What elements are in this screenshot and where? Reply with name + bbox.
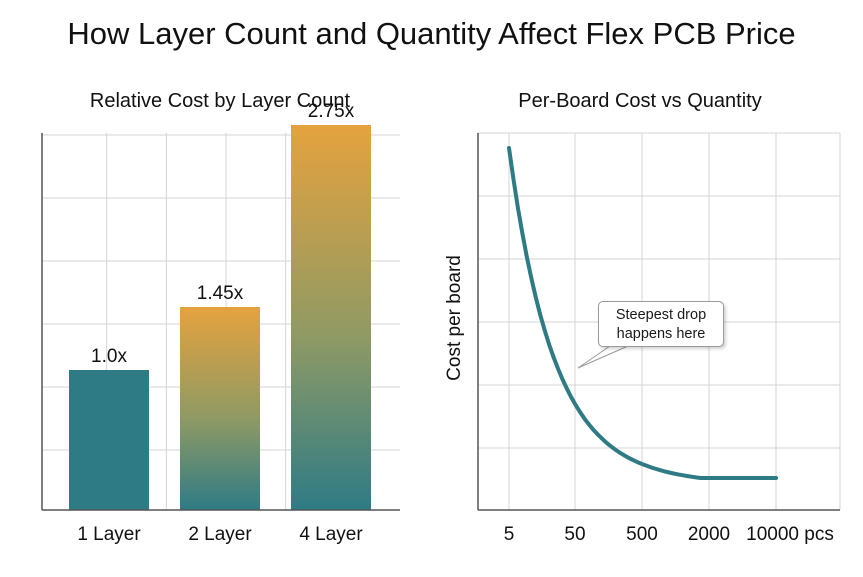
chart-axes: [41, 133, 840, 511]
main-title: How Layer Count and Quantity Affect Flex…: [67, 16, 796, 51]
bar-value-label: 2.75x: [308, 101, 355, 122]
bar-category-label: 4 Layer: [299, 524, 363, 545]
line-x-tick-label: 10000 pcs: [746, 524, 834, 545]
line-x-tick-label: 5: [504, 524, 515, 545]
bar-1: [69, 370, 149, 510]
bar-value-label: 1.0x: [91, 346, 127, 367]
bar-category-label: 1 Layer: [77, 524, 141, 545]
annotation-line-2: happens here: [616, 326, 706, 342]
callout-pointer: [577, 345, 629, 369]
bar-3: [291, 125, 371, 510]
line-chart-title: Per-Board Cost vs Quantity: [518, 90, 762, 112]
bar-value-label: 1.45x: [197, 283, 244, 304]
line-chart-grid: [478, 132, 841, 510]
series-line: [507, 146, 778, 480]
bar-2: [180, 307, 260, 510]
line-chart-x-tick-labels: 5 50 500 2000 10000 pcs: [504, 524, 834, 545]
bar-chart-title: Relative Cost by Layer Count: [89, 90, 351, 112]
line-x-tick-label: 500: [626, 524, 658, 545]
bar-chart-bars: [69, 125, 371, 510]
line-chart-y-label: Cost per board: [444, 255, 465, 381]
bar-chart-value-labels: 1.0x 1.45x 2.75x: [91, 101, 355, 367]
annotation-callout: Steepest drop happens here: [598, 301, 724, 347]
annotation-line-1: Steepest drop: [615, 307, 707, 323]
bar-chart-x-tick-labels: 1 Layer 2 Layer 4 Layer: [77, 524, 363, 545]
line-x-tick-label: 50: [564, 524, 585, 545]
bar-category-label: 2 Layer: [188, 524, 252, 545]
line-x-tick-label: 2000: [688, 524, 730, 545]
